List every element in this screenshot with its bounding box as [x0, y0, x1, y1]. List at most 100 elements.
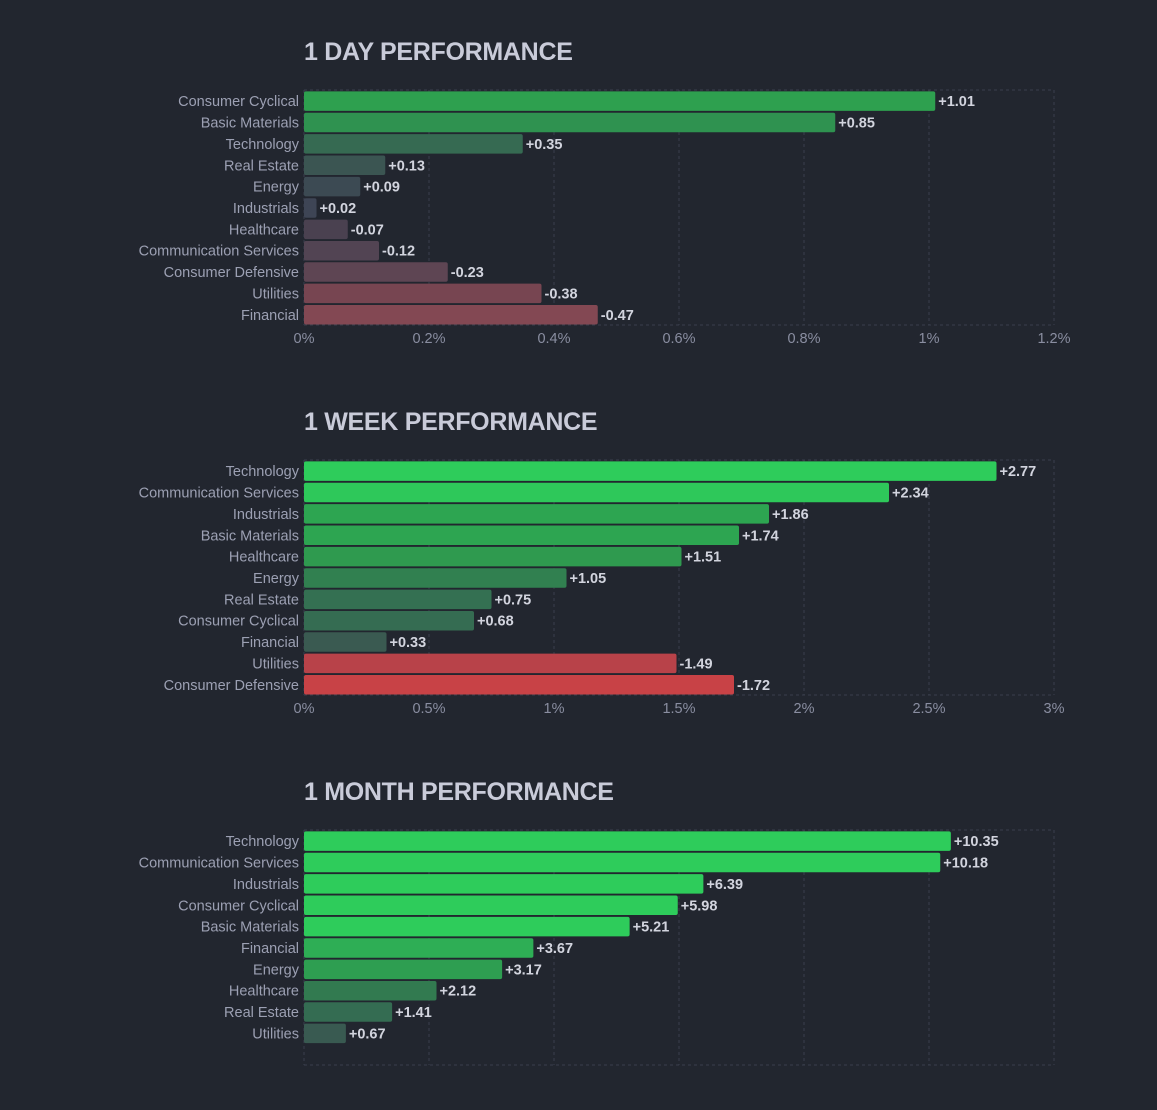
value-label: -1.72: [737, 678, 770, 694]
bar-chart-1-month: Technology +10.35 Communication Services +1…: [139, 829, 1055, 1066]
category-label: Energy: [253, 180, 300, 196]
bar[interactable]: [304, 504, 769, 524]
value-label: +0.35: [526, 137, 563, 153]
value-label: -0.07: [351, 222, 384, 238]
category-label: Communication Services: [139, 486, 299, 502]
x-tick-label: 0%: [294, 331, 315, 347]
value-label: -0.12: [382, 244, 415, 260]
bar[interactable]: [304, 219, 348, 240]
value-label: +10.35: [954, 834, 999, 850]
bar[interactable]: [304, 134, 523, 154]
bar[interactable]: [304, 895, 678, 916]
category-label: Healthcare: [229, 222, 299, 238]
x-tick-label: 2%: [794, 701, 815, 717]
x-tick-label: 0.4%: [537, 331, 570, 347]
bar[interactable]: [304, 831, 951, 851]
category-label: Industrials: [233, 877, 299, 893]
value-label: +0.02: [320, 201, 357, 217]
category-label: Energy: [253, 571, 300, 587]
category-label: Financial: [241, 941, 299, 957]
x-tick-label: 0.6%: [662, 331, 695, 347]
value-label: +2.12: [440, 984, 477, 1000]
category-label: Consumer Cyclical: [178, 614, 299, 630]
category-label: Basic Materials: [201, 528, 299, 544]
chart-1-day: 1 DAY PERFORMANCE 0% 0.2% 0.4% 0.6% 0.8% 1% 1.…: [0, 0, 1157, 370]
bar[interactable]: [304, 938, 534, 958]
bar[interactable]: [304, 240, 379, 261]
bar[interactable]: [304, 589, 492, 610]
category-label: Consumer Cyclical: [178, 94, 299, 110]
bar[interactable]: [304, 155, 386, 176]
bar[interactable]: [304, 653, 677, 674]
category-label: Utilities: [252, 1026, 299, 1042]
bar[interactable]: [304, 461, 997, 481]
category-label: Utilities: [252, 656, 299, 672]
value-label: -0.47: [601, 308, 634, 324]
chart-1-month: 1 MONTH PERFORMANCE Technology +10.35 Comm…: [0, 740, 1157, 1110]
chart-1-week: 1 WEEK PERFORMANCE 0% 0.5% 1% 1.5% 2% 2.5% 3% T…: [0, 370, 1157, 740]
bar[interactable]: [304, 91, 936, 111]
category-label: Healthcare: [229, 984, 299, 1000]
bar[interactable]: [304, 632, 387, 652]
bar[interactable]: [304, 610, 474, 631]
value-label: +2.77: [1000, 464, 1037, 480]
category-label: Financial: [241, 635, 299, 651]
bar[interactable]: [304, 525, 739, 546]
bar[interactable]: [304, 305, 598, 325]
x-tick-label: 0.8%: [787, 331, 820, 347]
value-label: +10.18: [943, 856, 988, 872]
category-label: Consumer Defensive: [164, 265, 299, 281]
x-tick-label: 1.5%: [662, 701, 695, 717]
x-tick-label: 0.5%: [412, 701, 445, 717]
x-tick-label: 2.5%: [912, 701, 945, 717]
value-label: +3.17: [505, 962, 542, 978]
bar-chart-1-day: 0% 0.2% 0.4% 0.6% 0.8% 1% 1.2% Consumer Cyclica…: [139, 89, 1071, 347]
category-label: Basic Materials: [201, 116, 299, 132]
category-label: Consumer Cyclical: [178, 898, 299, 914]
category-label: Energy: [253, 962, 300, 978]
bar[interactable]: [304, 874, 704, 894]
x-tick-label: 1.2%: [1037, 331, 1070, 347]
category-label: Utilities: [252, 286, 299, 302]
value-label: +6.39: [706, 877, 743, 893]
chart-title: 1 WEEK PERFORMANCE: [304, 408, 598, 436]
value-label: +0.13: [388, 158, 425, 174]
bar[interactable]: [304, 980, 437, 1001]
bar[interactable]: [304, 198, 317, 218]
category-label: Technology: [226, 834, 300, 850]
category-label: Technology: [226, 464, 300, 480]
value-label: +1.86: [772, 507, 809, 523]
bar[interactable]: [304, 176, 361, 197]
bar[interactable]: [304, 852, 941, 873]
value-label: +1.41: [395, 1005, 432, 1021]
bar[interactable]: [304, 262, 448, 282]
bar[interactable]: [304, 482, 889, 503]
value-label: -0.38: [545, 286, 578, 302]
category-label: Healthcare: [229, 550, 299, 566]
category-label: Industrials: [233, 201, 299, 217]
bar[interactable]: [304, 546, 682, 567]
category-label: Basic Materials: [201, 920, 299, 936]
category-label: Real Estate: [224, 158, 299, 174]
value-label: -1.49: [680, 656, 713, 672]
category-label: Consumer Defensive: [164, 678, 299, 694]
bar[interactable]: [304, 959, 503, 980]
value-label: +0.75: [495, 592, 532, 608]
value-label: +1.01: [938, 94, 975, 110]
category-label: Industrials: [233, 507, 299, 523]
bar[interactable]: [304, 1002, 393, 1022]
bar-chart-1-week: 0% 0.5% 1% 1.5% 2% 2.5% 3% Technology +2.77 Commu…: [139, 459, 1065, 717]
value-label: +0.67: [349, 1026, 386, 1042]
bar[interactable]: [304, 112, 836, 133]
bar[interactable]: [304, 1023, 346, 1044]
category-label: Communication Services: [139, 856, 299, 872]
value-label: +1.74: [742, 528, 779, 544]
bar[interactable]: [304, 675, 734, 695]
value-label: +3.67: [536, 941, 573, 957]
bar[interactable]: [304, 568, 567, 588]
value-label: +1.05: [570, 571, 607, 587]
chart-title: 1 MONTH PERFORMANCE: [304, 778, 614, 806]
bar[interactable]: [304, 283, 542, 304]
value-label: +0.09: [363, 180, 400, 196]
bar[interactable]: [304, 916, 630, 937]
